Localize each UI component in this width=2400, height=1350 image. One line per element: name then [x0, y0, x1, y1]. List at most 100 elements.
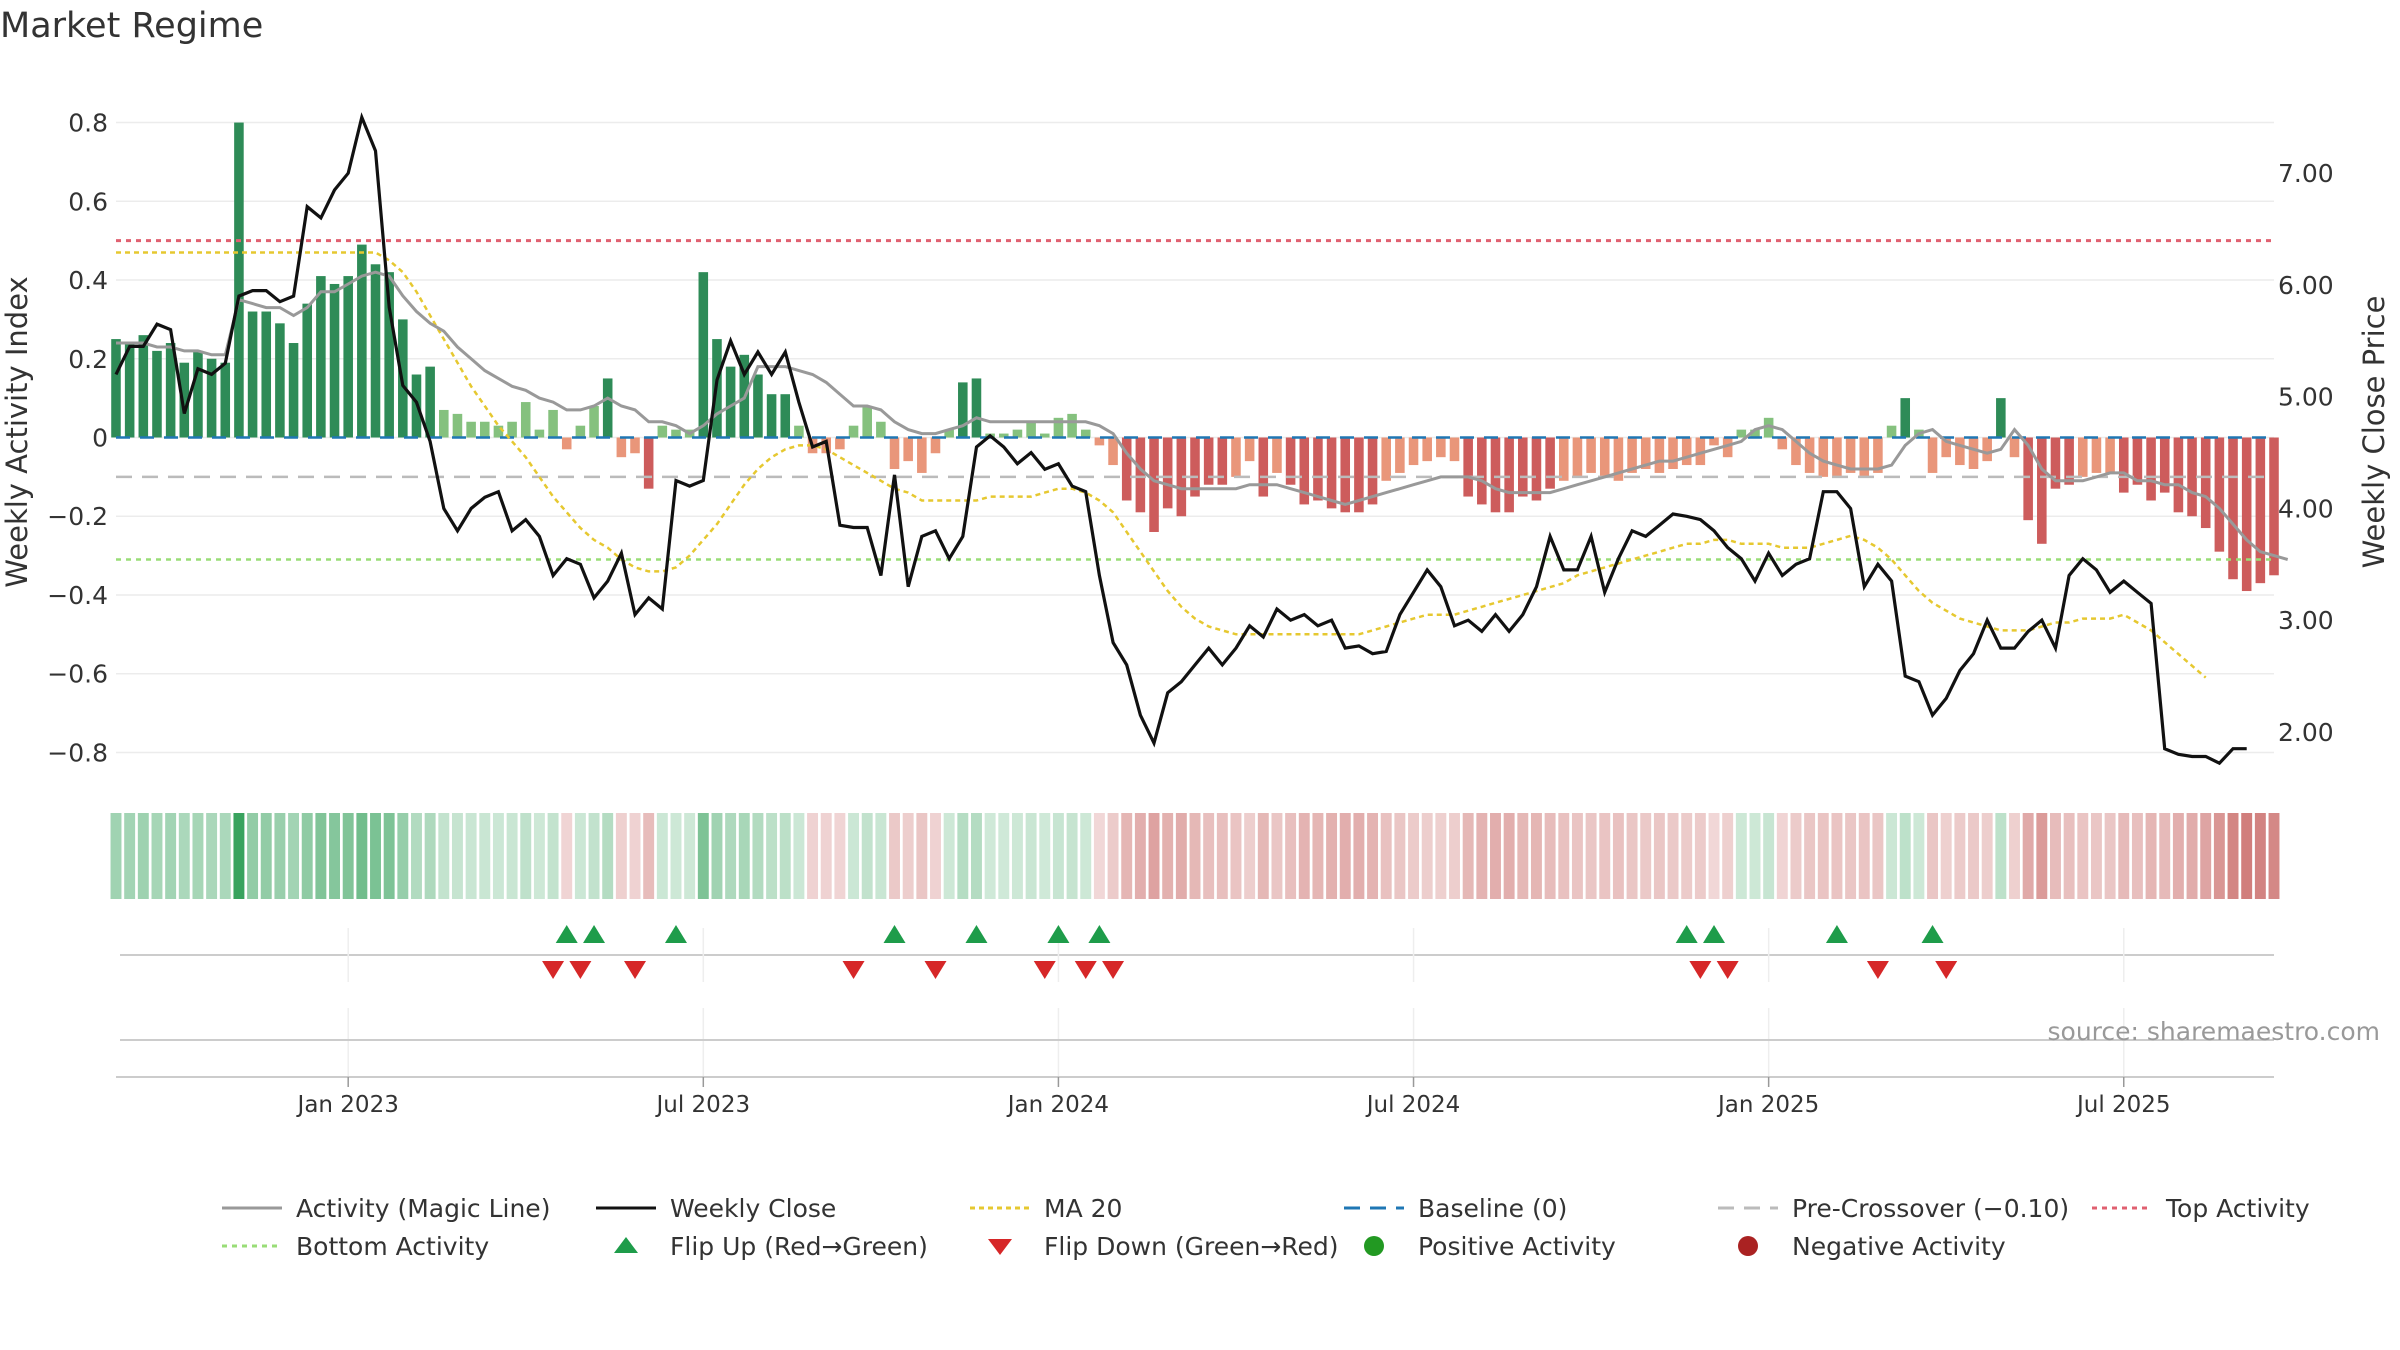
flip-down-marker — [842, 961, 865, 979]
regime-strip — [110, 813, 2280, 899]
activity-bar — [1299, 437, 1310, 505]
regime-cell — [1203, 813, 1215, 899]
regime-cell — [1653, 813, 1665, 899]
activity-bar — [1108, 437, 1118, 466]
activity-bar — [138, 335, 149, 438]
activity-bar — [357, 244, 367, 438]
regime-cell — [124, 813, 136, 899]
regime-cell — [1121, 813, 1133, 899]
regime-cell — [1189, 813, 1201, 899]
activity-bar — [889, 437, 900, 469]
activity-bar — [1490, 437, 1501, 513]
activity-bar — [2091, 437, 2102, 473]
y-tick-label: 0.4 — [68, 266, 108, 295]
regime-cell — [1817, 813, 1829, 899]
regime-cell — [1886, 813, 1898, 899]
regime-cell — [1257, 813, 1269, 899]
activity-bar — [2159, 437, 2170, 493]
activity-bar — [958, 382, 968, 438]
activity-bar — [152, 350, 162, 438]
activity-bar — [698, 272, 709, 438]
regime-cell — [656, 813, 668, 899]
regime-cell — [479, 813, 491, 899]
regime-cell — [2145, 813, 2157, 899]
activity-bar — [343, 276, 353, 438]
activity-bar — [288, 343, 299, 438]
regime-cell — [1940, 813, 1952, 899]
regime-cell — [916, 813, 928, 899]
activity-bar — [1545, 437, 1555, 489]
y-tick-label: 0.2 — [68, 345, 108, 374]
regime-cell — [670, 813, 682, 899]
regime-cell — [1271, 813, 1283, 899]
regime-cell — [2241, 813, 2253, 899]
regime-cell — [110, 813, 122, 899]
regime-cell — [165, 813, 177, 899]
regime-cell — [1790, 813, 1802, 899]
activity-bar — [1408, 437, 1419, 466]
activity-bar — [1982, 437, 1992, 462]
activity-bar — [1285, 437, 1296, 485]
regime-cell — [383, 813, 395, 899]
activity-bar — [671, 429, 681, 438]
activity-bar — [2050, 437, 2061, 489]
regime-cell — [1776, 813, 1788, 899]
activity-bar — [2064, 437, 2074, 485]
activity-bar — [1927, 437, 1938, 473]
activity-bar — [1135, 437, 1146, 513]
regime-cell — [1216, 813, 1228, 899]
regime-cell — [1667, 813, 1679, 899]
activity-bar — [1859, 437, 1870, 477]
regime-cell — [725, 813, 737, 899]
activity-bar — [2037, 437, 2047, 544]
activity-bar — [2200, 437, 2211, 529]
regime-cell — [1449, 813, 1460, 899]
regime-cell — [1544, 813, 1556, 899]
flip-down-marker — [1102, 961, 1125, 979]
activity-bar — [1654, 437, 1665, 473]
x-tick-label: Jul 2025 — [2075, 1092, 2171, 1118]
activity-bar — [1518, 437, 1528, 497]
regime-cell — [2200, 813, 2212, 899]
regime-cell — [1968, 813, 1979, 899]
regime-cell — [178, 813, 190, 899]
activity-bar — [848, 425, 859, 438]
regime-cell — [2131, 813, 2143, 899]
flip-down-marker — [1074, 961, 1097, 979]
regime-cell — [233, 813, 245, 899]
activity-bar — [1968, 437, 1979, 469]
y-tick-label: −0.2 — [47, 502, 108, 531]
regime-cell — [615, 813, 627, 899]
activity-bar — [1258, 437, 1269, 497]
regime-cell — [807, 813, 819, 899]
y2-tick-label: 3.00 — [2278, 606, 2334, 635]
regime-cell — [2186, 813, 2198, 899]
regime-cell — [315, 813, 327, 899]
regime-cell — [151, 813, 163, 899]
activity-bar — [1845, 437, 1856, 473]
regime-cell — [1913, 813, 1925, 899]
regime-cell — [1285, 813, 1297, 899]
activity-bar — [493, 425, 504, 438]
regime-cell — [1694, 813, 1706, 899]
activity-bar — [2255, 437, 2266, 584]
y-axis-label: Weekly Activity Index — [0, 276, 34, 587]
activity-bar — [1149, 437, 1159, 532]
activity-bar — [575, 425, 586, 438]
activity-bar — [1558, 437, 1569, 481]
activity-bar — [2173, 437, 2184, 513]
activity-bar — [1395, 437, 1405, 473]
regime-cell — [561, 813, 573, 899]
regime-cell — [1708, 813, 1720, 899]
regime-cell — [1380, 813, 1392, 899]
regime-cell — [1995, 813, 2007, 899]
flip-up-marker — [1921, 925, 1944, 943]
activity-bar — [1832, 437, 1842, 477]
activity-bar — [2078, 437, 2088, 477]
activity-bar — [766, 394, 777, 438]
regime-cell — [1080, 813, 1092, 899]
activity-bar — [1804, 437, 1815, 473]
regime-cell — [137, 813, 149, 899]
activity-bar — [1217, 437, 1228, 485]
regime-cell — [1927, 813, 1939, 899]
